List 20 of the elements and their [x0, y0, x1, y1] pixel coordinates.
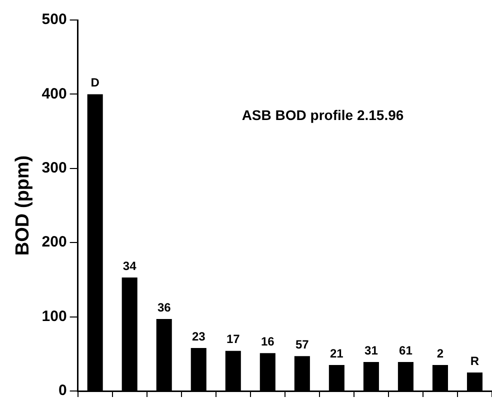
y-axis-title: BOD (ppm): [12, 155, 34, 256]
x-tick-label: R: [470, 354, 480, 368]
y-tick-label: 500: [42, 11, 67, 28]
x-tick-label: 16: [260, 334, 275, 348]
x-tick-label: 34: [122, 258, 137, 273]
x-tick-label: 21: [330, 346, 344, 360]
y-tick-label: 200: [42, 234, 67, 251]
text: ASB BOD profile 2.15.96: [242, 106, 404, 123]
x-tick-label: 31: [364, 343, 378, 358]
y-tick-label: 400: [42, 85, 67, 102]
x-tick-label: 57: [295, 337, 310, 352]
x-tick-label: 36: [157, 300, 172, 314]
x-tick-label: 17: [226, 332, 240, 346]
y-tick-label: 0: [58, 382, 67, 400]
y-tick-label: 300: [42, 160, 67, 177]
x-tick-label: D: [90, 76, 100, 90]
x-tick-label: 61: [399, 343, 413, 358]
x-tick-label: 23: [192, 329, 206, 344]
x-tick-label: 2: [436, 346, 444, 360]
y-tick-label: 100: [42, 308, 67, 325]
